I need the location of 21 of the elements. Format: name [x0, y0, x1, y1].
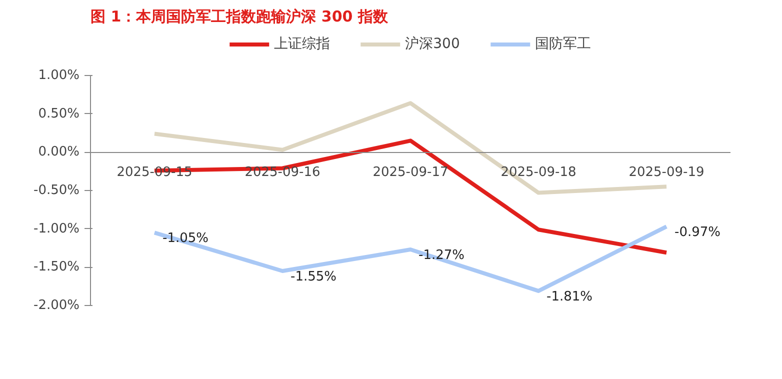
x-tick-label: 2025-09-15 [116, 165, 192, 180]
y-tick-label: 0.50% [38, 106, 80, 122]
y-tick-label: 0.00% [38, 144, 80, 160]
x-tick-label: 2025-09-18 [500, 165, 576, 180]
data-label: -0.97% [674, 225, 720, 240]
y-tick-label: -1.00% [34, 221, 80, 236]
data-label: -1.81% [546, 289, 592, 304]
legend-label: 沪深300 [405, 35, 460, 53]
y-tick-label: -1.50% [34, 260, 80, 275]
x-tick-label: 2025-09-17 [372, 165, 448, 180]
x-tick-label: 2025-09-19 [628, 165, 704, 180]
legend-label: 国防军工 [534, 35, 591, 53]
legend-label: 上证综指 [274, 35, 330, 53]
data-label: -1.55% [290, 270, 336, 284]
chart-title: 图 1：本周国防军工指数跑输沪深 300 指数 [90, 8, 389, 26]
y-tick-label: -2.00% [34, 298, 80, 313]
x-tick-label: 2025-09-16 [244, 165, 320, 180]
y-tick-label: -0.50% [34, 183, 80, 198]
y-tick-label: 1.00% [38, 68, 80, 83]
data-label: -1.05% [162, 231, 208, 246]
data-label: -1.27% [418, 248, 464, 264]
